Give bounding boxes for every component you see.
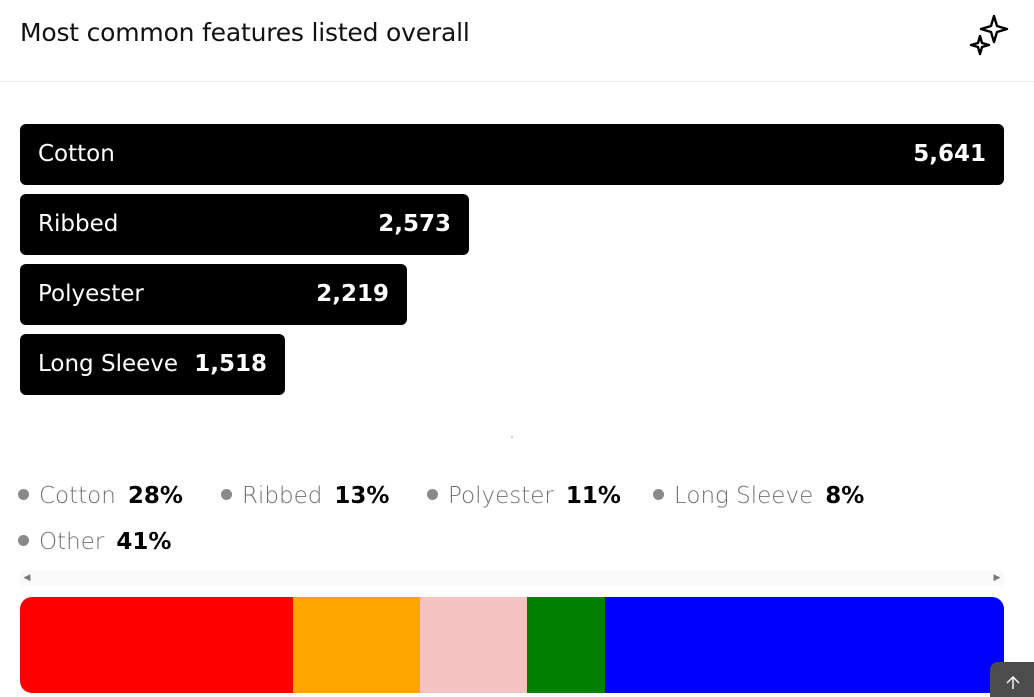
legend-name: Long Sleeve (674, 483, 814, 509)
bar-label: Cotton (38, 141, 115, 167)
legend-scrollbar[interactable]: ◀ ▶ (20, 570, 1004, 586)
legend-percent: 28% (127, 483, 183, 509)
legend-item-ribbed[interactable]: Ribbed 13% (221, 478, 389, 514)
legend-item-other[interactable]: Other 41% (18, 524, 171, 560)
legend-dot-icon (18, 489, 29, 500)
legend-name: Other (39, 529, 105, 555)
bar-value-label: 1,518 (188, 334, 267, 395)
caret-left-icon[interactable]: ◀ (23, 573, 31, 583)
bar-polyester[interactable]: Polyester 2,219 (20, 264, 407, 325)
bar-label: Long Sleeve (38, 351, 179, 377)
legend-dot-icon (18, 535, 29, 546)
caret-right-icon[interactable]: ▶ (993, 573, 1001, 583)
legend-item-polyester[interactable]: Polyester 11% (427, 478, 621, 514)
legend-percent: 13% (334, 483, 390, 509)
divider-dot (511, 436, 513, 438)
legend-name: Ribbed (242, 483, 323, 509)
bar-label: Polyester (38, 281, 144, 307)
bar-ribbed[interactable]: Ribbed 2,573 (20, 194, 469, 255)
stack-segment-polyester[interactable] (420, 597, 527, 693)
legend-name: Cotton (39, 483, 116, 509)
legend-item-cotton[interactable]: Cotton 28% (18, 478, 183, 514)
legend-percent: 41% (116, 529, 172, 555)
bar-value-label: 5,641 (907, 124, 986, 185)
legend-dot-icon (653, 489, 664, 500)
chart-title: Most common features listed overall (20, 18, 470, 47)
legend-name: Polyester (448, 483, 554, 509)
legend-dot-icon (427, 489, 438, 500)
legend-item-long-sleeve[interactable]: Long Sleeve 8% (653, 478, 864, 514)
stack-segment-other[interactable] (605, 597, 1004, 693)
legend-dot-icon (221, 489, 232, 500)
chart-header: Most common features listed overall (0, 0, 1034, 82)
stack-segment-cotton[interactable] (20, 597, 293, 693)
stack-segment-long-sleeve[interactable] (527, 597, 605, 693)
sparkle-icon[interactable] (968, 14, 1012, 56)
bar-chart: Cotton 5,641 Ribbed 2,573 Polyester 2,219 Long… (20, 124, 1004, 404)
bar-label: Ribbed (38, 211, 119, 237)
stack-segment-ribbed[interactable] (293, 597, 420, 693)
legend-percent: 8% (825, 483, 865, 509)
arrow-up-icon (1006, 676, 1020, 689)
bar-long-sleeve[interactable]: Long Sleeve 1,518 (20, 334, 285, 395)
legend-percent: 11% (565, 483, 621, 509)
bar-value-label: 2,573 (372, 194, 451, 255)
stacked-bar (20, 597, 1004, 693)
bar-cotton[interactable]: Cotton 5,641 (20, 124, 1004, 185)
bar-value-label: 2,219 (310, 264, 389, 325)
scroll-top-button[interactable] (990, 662, 1034, 697)
